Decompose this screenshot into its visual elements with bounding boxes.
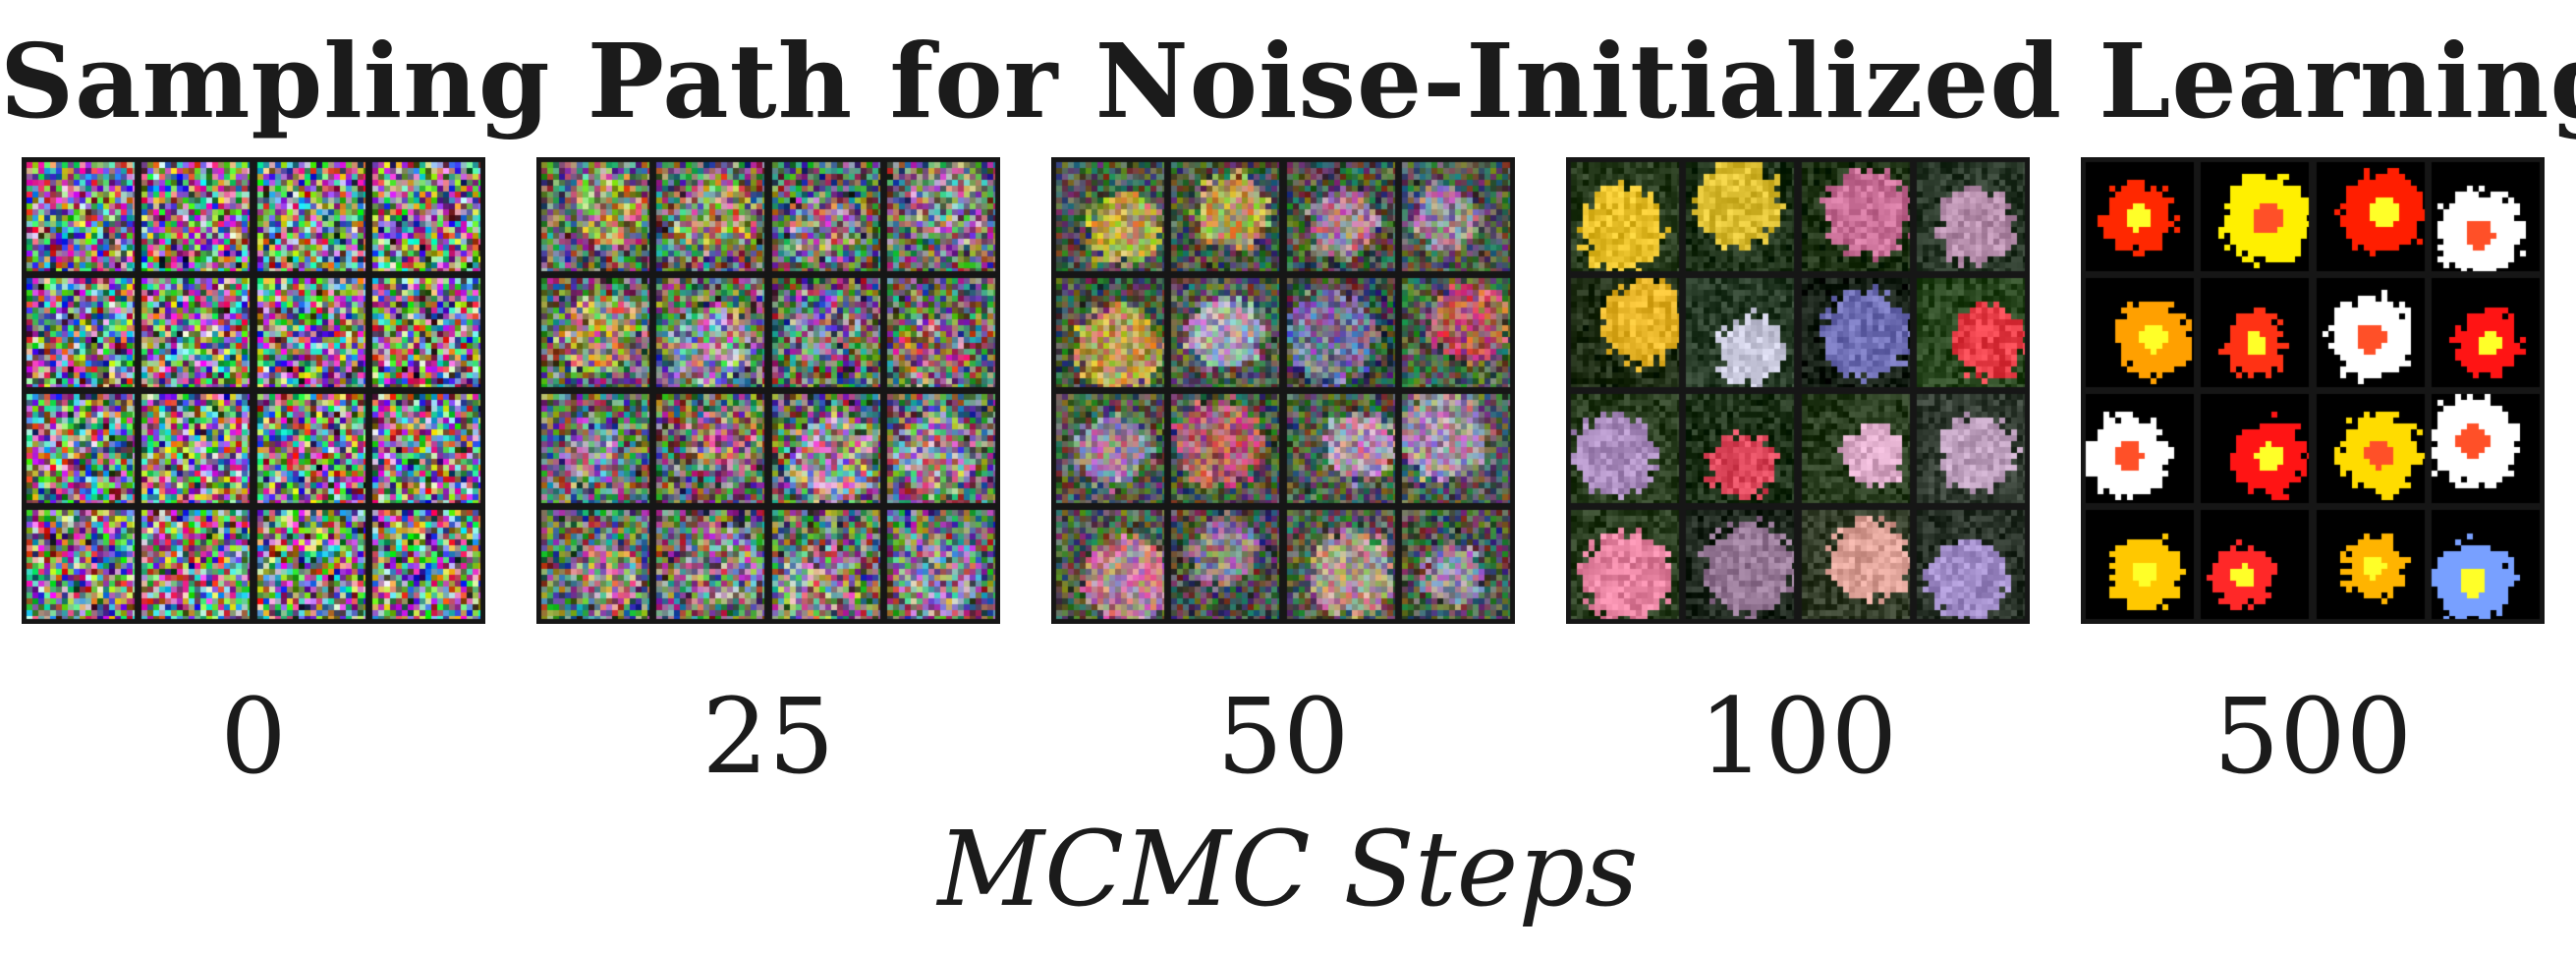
sample-grid-canvas-step-50 <box>1051 157 1515 624</box>
sample-grid-step-500 <box>2081 157 2545 624</box>
step-label-100: 100 <box>1698 676 1898 797</box>
sample-grid-canvas-step-500 <box>2081 157 2545 624</box>
sample-grid-canvas-step-100 <box>1566 157 2030 624</box>
sample-grid-step-50 <box>1051 157 1515 624</box>
x-axis-label: MCMC Steps <box>937 809 1639 929</box>
step-label-0: 0 <box>220 676 287 797</box>
step-label-50: 50 <box>1216 676 1350 797</box>
figure-title: Sampling Path for Noise-Initialized Lear… <box>0 21 2576 141</box>
sample-grid-step-0 <box>22 157 485 624</box>
sample-grid-step-100 <box>1566 157 2030 624</box>
sample-grid-step-25 <box>536 157 1000 624</box>
sample-grid-canvas-step-0 <box>22 157 485 624</box>
sample-grid-canvas-step-25 <box>536 157 1000 624</box>
step-label-25: 25 <box>701 676 835 797</box>
step-label-500: 500 <box>2212 676 2413 797</box>
